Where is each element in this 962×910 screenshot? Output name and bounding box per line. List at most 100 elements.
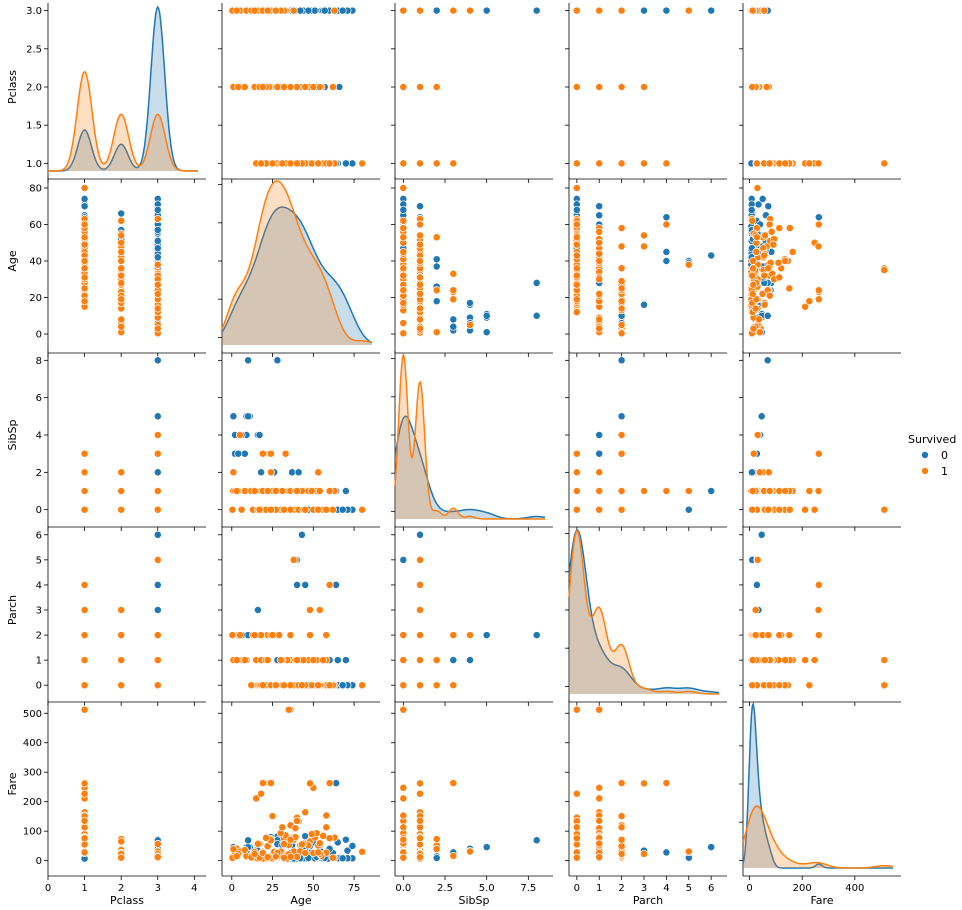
scatter-point-series-1 — [684, 6, 693, 15]
scatter-point-series-1 — [314, 681, 323, 690]
scatter-point-series-1 — [257, 631, 266, 640]
scatter-point-series-1 — [80, 606, 89, 614]
scatter-point-series-1 — [595, 315, 604, 324]
scatter-point-series-1 — [306, 631, 314, 640]
y-tick-label: 4 — [36, 580, 42, 591]
panel-age-vs-fare — [739, 177, 901, 357]
scatter-point-series-1 — [307, 487, 316, 495]
y-tick-label: 1.0 — [26, 159, 42, 170]
scatter-point-series-1 — [751, 304, 760, 313]
x-axis-label: Pclass — [110, 894, 144, 907]
scatter-point-series-1 — [325, 681, 334, 690]
scatter-point-series-1 — [153, 289, 162, 298]
scatter-point-series-0 — [80, 202, 89, 211]
scatter-point-series-1 — [153, 260, 162, 269]
scatter-point-series-0 — [338, 505, 347, 514]
scatter-point-series-1 — [399, 184, 408, 192]
scatter-point-series-0 — [341, 835, 350, 844]
scatter-point-series-1 — [286, 505, 295, 514]
scatter-point-series-0 — [332, 779, 341, 788]
scatter-point-series-1 — [399, 247, 408, 256]
scatter-point-series-1 — [399, 6, 408, 15]
scatter-point-series-0 — [273, 356, 282, 365]
scatter-point-series-1 — [748, 289, 757, 298]
scatter-point-series-1 — [271, 487, 280, 495]
scatter-point-series-1 — [595, 505, 604, 514]
scatter-point-series-1 — [760, 300, 769, 309]
scatter-point-series-0 — [763, 311, 772, 320]
scatter-point-series-1 — [617, 431, 626, 439]
scatter-point-series-1 — [280, 681, 288, 690]
scatter-point-series-1 — [684, 487, 693, 495]
scatter-point-series-1 — [250, 631, 259, 640]
scatter-point-series-1 — [117, 468, 126, 477]
scatter-point-series-1 — [271, 681, 280, 690]
scatter-point-series-0 — [153, 606, 162, 614]
scatter-point-series-1 — [80, 834, 89, 843]
scatter-point-series-1 — [301, 83, 310, 91]
scatter-point-series-1 — [416, 315, 424, 324]
scatter-point-series-1 — [880, 159, 889, 168]
panel-parch-vs-parch — [565, 526, 727, 706]
scatter-point-series-1 — [153, 304, 162, 313]
scatter-point-series-1 — [755, 468, 764, 477]
scatter-point-series-1 — [416, 580, 424, 589]
scatter-point-series-1 — [662, 220, 671, 229]
scatter-point-series-1 — [765, 291, 774, 300]
scatter-point-series-1 — [153, 840, 162, 849]
scatter-point-series-0 — [234, 449, 243, 458]
scatter-point-series-1 — [466, 631, 474, 640]
scatter-point-series-1 — [278, 159, 287, 168]
scatter-point-series-1 — [572, 220, 581, 229]
scatter-point-series-1 — [286, 835, 295, 844]
scatter-point-series-1 — [307, 681, 316, 690]
scatter-point-series-0 — [341, 487, 350, 495]
scatter-point-series-1 — [262, 833, 270, 842]
kde-fill-series-0 — [48, 7, 198, 171]
scatter-point-series-1 — [117, 606, 126, 614]
scatter-point-series-1 — [307, 830, 316, 839]
y-tick-label: 80 — [29, 183, 42, 194]
scatter-point-series-1 — [805, 681, 814, 690]
scatter-point-series-1 — [572, 184, 581, 192]
scatter-point-series-1 — [399, 631, 408, 640]
scatter-point-series-1 — [247, 681, 256, 690]
scatter-point-series-1 — [80, 233, 89, 242]
scatter-point-series-0 — [758, 194, 767, 203]
scatter-point-series-1 — [358, 847, 367, 856]
y-tick-label: 200 — [23, 797, 42, 808]
scatter-point-series-1 — [328, 505, 337, 514]
scatter-point-series-1 — [80, 631, 89, 640]
scatter-point-series-1 — [228, 505, 237, 514]
kde-fill-series-1 — [48, 71, 198, 171]
x-tick-label: 0 — [229, 883, 235, 894]
scatter-point-series-1 — [449, 286, 458, 295]
scatter-point-series-1 — [80, 816, 89, 825]
scatter-point-series-1 — [572, 251, 581, 260]
scatter-point-series-1 — [280, 83, 288, 91]
y-axis-label: Fare — [6, 772, 19, 795]
scatter-point-series-1 — [662, 159, 671, 168]
scatter-point-series-1 — [755, 315, 764, 324]
x-tick-label: 7.5 — [520, 883, 536, 894]
scatter-point-series-0 — [153, 226, 162, 234]
scatter-point-series-1 — [748, 271, 757, 280]
scatter-point-series-1 — [781, 656, 790, 665]
scatter-point-series-1 — [640, 83, 648, 91]
scatter-point-series-1 — [640, 242, 648, 251]
scatter-point-series-1 — [266, 505, 275, 514]
scatter-point-series-1 — [293, 83, 301, 91]
scatter-point-series-1 — [255, 505, 264, 514]
scatter-point-series-1 — [286, 681, 295, 690]
scatter-point-series-1 — [617, 297, 626, 306]
scatter-point-series-1 — [315, 487, 324, 495]
scatter-point-series-1 — [572, 449, 581, 458]
y-tick-label: 0 — [36, 856, 42, 867]
scatter-point-series-1 — [291, 824, 300, 833]
scatter-point-series-1 — [749, 264, 757, 273]
scatter-point-series-0 — [153, 412, 162, 421]
scatter-point-series-1 — [617, 242, 626, 251]
scatter-point-series-1 — [117, 322, 126, 331]
y-tick-label: 500 — [23, 709, 42, 720]
scatter-point-series-0 — [595, 431, 604, 439]
